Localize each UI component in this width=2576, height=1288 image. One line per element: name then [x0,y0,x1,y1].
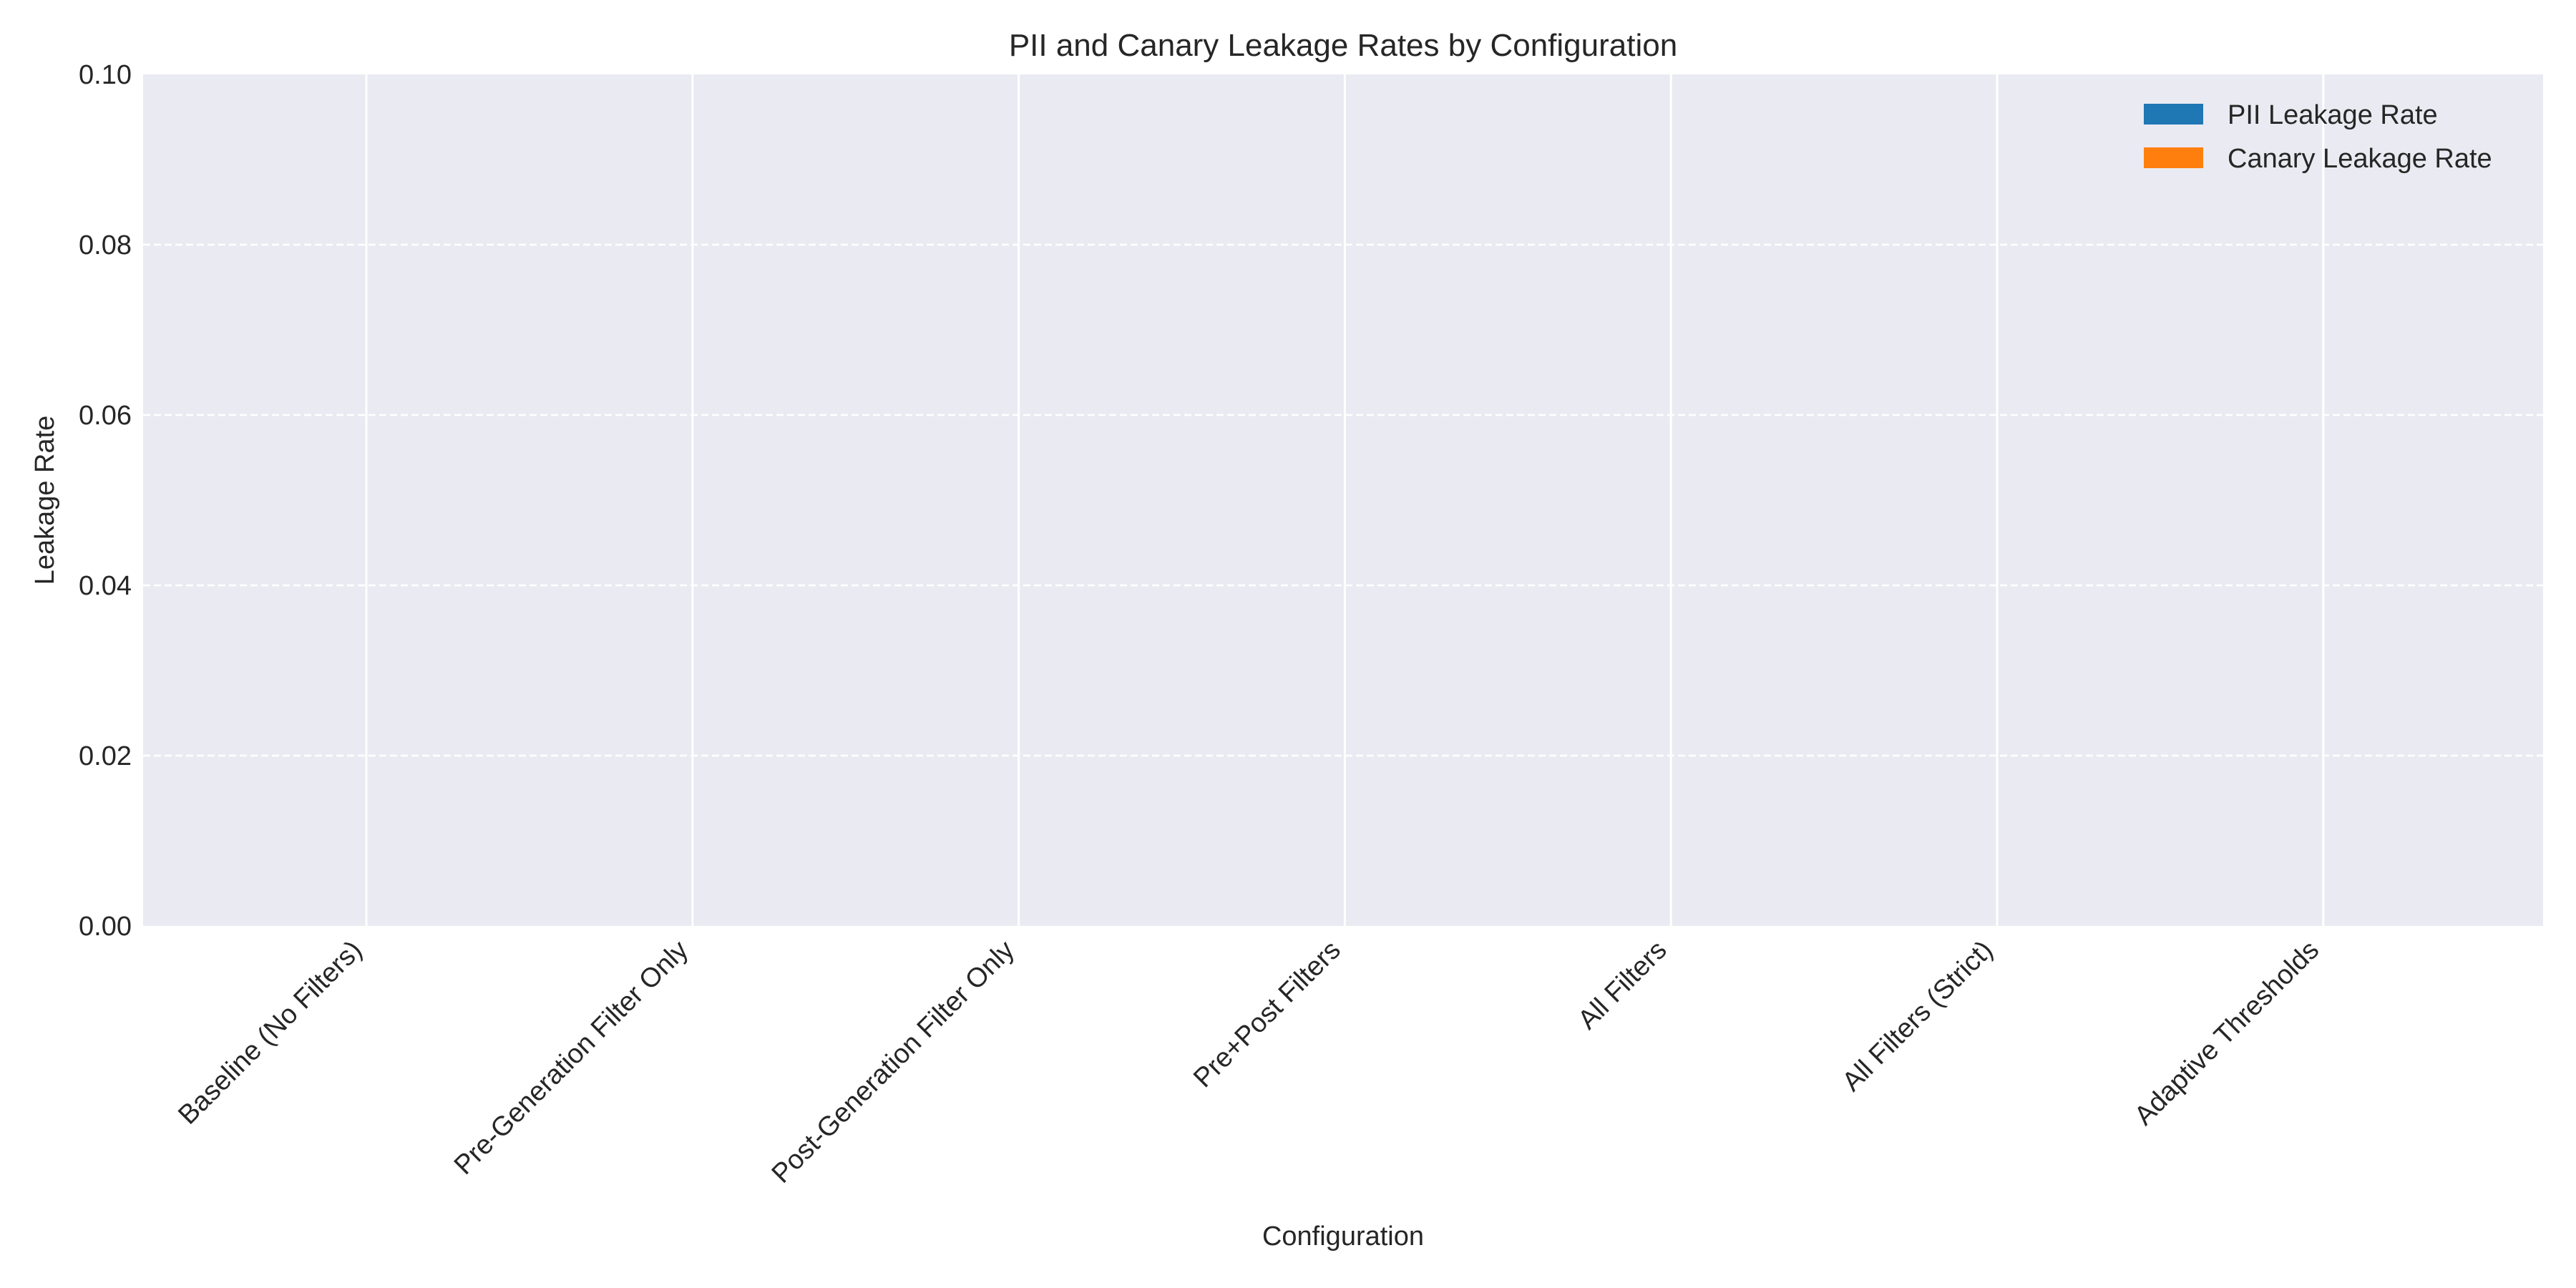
x-tick-label: All Filters [1572,935,1672,1035]
legend-swatch [2144,147,2203,168]
legend-label: PII Leakage Rate [2228,100,2438,130]
y-tick-label: 0.10 [79,60,132,90]
legend-label: Canary Leakage Rate [2228,144,2492,174]
y-tick-label: 0.06 [79,401,132,431]
x-tick-label: All Filters (Strict) [1837,935,1999,1098]
y-tick-label: 0.02 [79,741,132,771]
y-axis-ticks: 0.00 0.02 0.04 0.06 0.08 0.10 [79,60,132,942]
y-tick-label: 0.00 [79,912,132,942]
x-axis-label: Configuration [1262,1221,1424,1252]
chart-title: PII and Canary Leakage Rates by Configur… [1009,28,1677,63]
grid-lines [143,74,2543,926]
x-tick-label: Pre+Post Filters [1188,935,1347,1094]
y-tick-label: 0.04 [79,571,132,601]
y-axis-label: Leakage Rate [30,416,60,585]
plot-area [143,74,2543,926]
x-tick-label: Post-Generation Filter Only [766,935,1020,1189]
x-tick-label: Baseline (No Filters) [172,935,368,1131]
x-tick-label: Adaptive Thresholds [2129,935,2325,1131]
y-tick-label: 0.08 [79,230,132,260]
legend-swatch [2144,104,2203,125]
x-tick-label: Pre-Generation Filter Only [449,935,694,1181]
x-axis-ticks: Baseline (No Filters) Pre-Generation Filt… [172,935,2325,1189]
legend: PII Leakage Rate Canary Leakage Rate [2144,100,2492,174]
